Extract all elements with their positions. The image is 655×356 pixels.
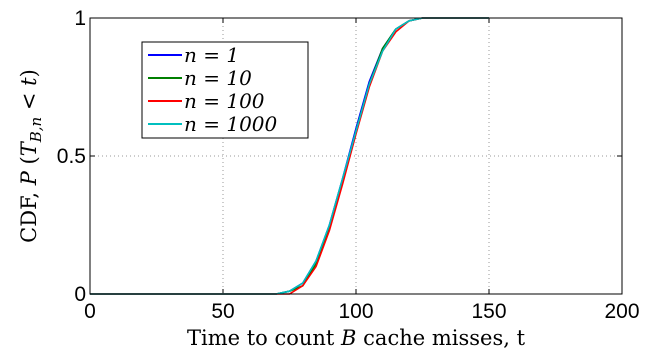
legend-box xyxy=(141,41,309,139)
y-tick-label: 0 xyxy=(74,283,86,306)
y-tick-label: 0.5 xyxy=(57,145,86,168)
grid-lines xyxy=(90,18,622,294)
legend-label-3: n = 100 xyxy=(184,89,265,113)
x-axis-ticks: 0 50 100 150 200 xyxy=(84,18,640,323)
x-tick-label: 50 xyxy=(211,300,234,323)
x-tick-label: 100 xyxy=(338,300,373,323)
x-tick-label: 200 xyxy=(604,300,639,323)
plot-border xyxy=(89,17,623,295)
legend-label-4: n = 1000 xyxy=(184,112,278,136)
legend-label-2: n = 10 xyxy=(184,66,252,90)
legend-label-1: n = 1 xyxy=(184,43,239,67)
y-axis-label: CDF, P (TB,n < t) xyxy=(17,69,45,243)
x-axis-label: Time to count B cache misses, t xyxy=(187,326,526,350)
y-tick-label: 1 xyxy=(74,7,86,30)
x-tick-label: 0 xyxy=(84,300,96,323)
x-tick-label: 150 xyxy=(471,300,506,323)
